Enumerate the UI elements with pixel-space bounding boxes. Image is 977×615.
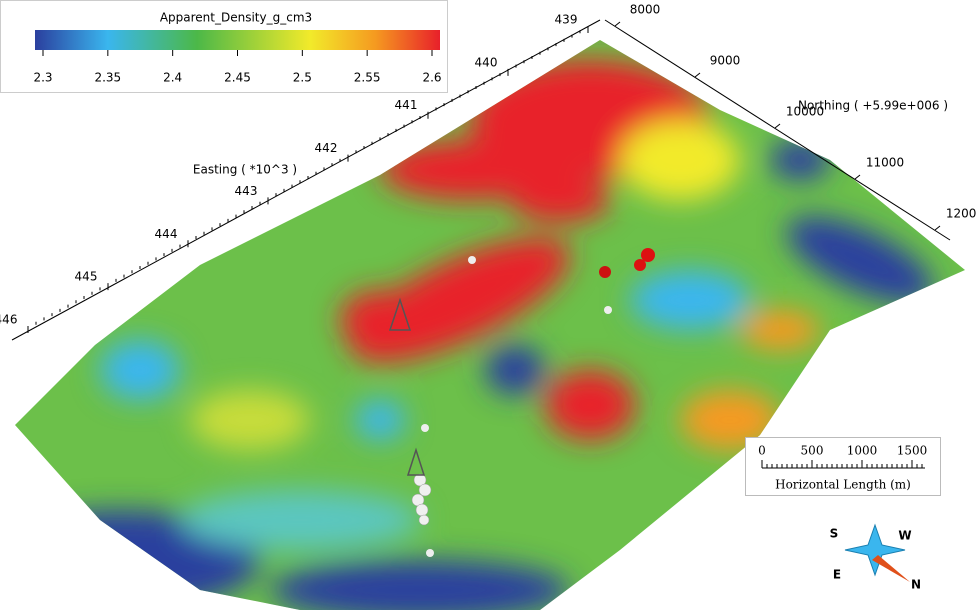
- colorbar-tick-label: 2.5: [293, 71, 312, 85]
- compass: [844, 523, 910, 582]
- easting-tick-label: 443: [235, 184, 258, 198]
- scale-bar-tick-label: 0: [758, 444, 766, 458]
- northing-tick: [934, 225, 941, 231]
- easting-label: Easting ( *10^3 ): [193, 163, 297, 177]
- scale-bar-box: [745, 437, 941, 496]
- easting-tick-label: 442: [315, 141, 338, 155]
- northing-tick: [694, 72, 701, 78]
- scale-bar-tick-label: 1500: [897, 444, 928, 458]
- northing-tick-label: 10000: [786, 105, 824, 119]
- easting-axis: [11, 19, 601, 341]
- compass-w: W: [898, 529, 911, 543]
- northing-tick-label: 9000: [710, 54, 741, 68]
- compass-n: N: [911, 578, 921, 592]
- scale-bar-label: Horizontal Length (m): [775, 478, 911, 492]
- northing-axis: [604, 19, 951, 241]
- northing-tick: [774, 123, 781, 129]
- northing-label: Northing ( +5.99e+006 ): [798, 99, 948, 113]
- northing-tick: [854, 174, 861, 180]
- easting-tick-label: 444: [155, 227, 178, 241]
- northing-tick: [614, 21, 621, 27]
- compass-s: S: [830, 527, 839, 541]
- easting-tick-label: 441: [395, 98, 418, 112]
- colorbar-tick-label: 2.3: [33, 71, 52, 85]
- colorbar-tick-label: 2.45: [224, 71, 251, 85]
- colorbar: [35, 30, 440, 50]
- easting-tick-label: 446: [0, 313, 17, 327]
- colorbar-tick-label: 2.6: [422, 71, 441, 85]
- colorbar-tick-label: 2.35: [94, 71, 121, 85]
- colorbar-title: Apparent_Density_g_cm3: [160, 11, 312, 25]
- colorbar-tick-label: 2.4: [163, 71, 182, 85]
- colorbar-tick-label: 2.55: [354, 71, 381, 85]
- easting-tick-label: 440: [475, 55, 498, 69]
- easting-tick-label: 445: [75, 270, 98, 284]
- easting-tick-label: 439: [555, 13, 578, 27]
- northing-tick-label: 8000: [630, 3, 661, 17]
- compass-e: E: [833, 568, 841, 582]
- scale-bar-tick-label: 500: [801, 444, 824, 458]
- northing-tick-label: 11000: [866, 156, 904, 170]
- scale-bar-tick-label: 1000: [847, 444, 878, 458]
